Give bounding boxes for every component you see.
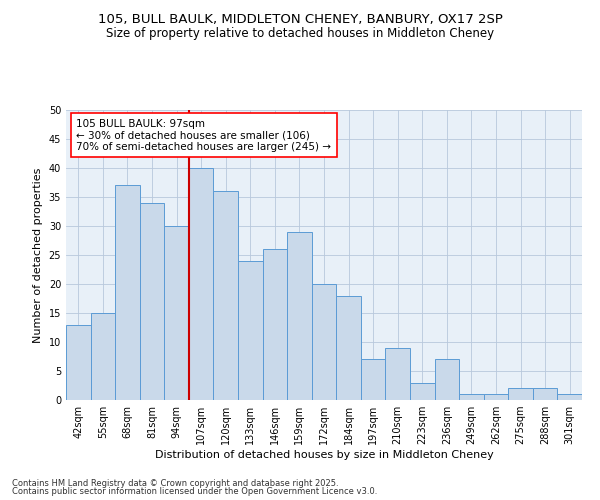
Text: 105 BULL BAULK: 97sqm
← 30% of detached houses are smaller (106)
70% of semi-det: 105 BULL BAULK: 97sqm ← 30% of detached … (76, 118, 331, 152)
Bar (287, 232, 312, 400)
Bar (140, 203, 164, 400)
Text: Contains HM Land Registry data © Crown copyright and database right 2025.: Contains HM Land Registry data © Crown c… (12, 478, 338, 488)
Bar (189, 168, 214, 400)
X-axis label: Distribution of detached houses by size in Middleton Cheney: Distribution of detached houses by size … (155, 450, 493, 460)
Y-axis label: Number of detached properties: Number of detached properties (33, 168, 43, 342)
Text: 105, BULL BAULK, MIDDLETON CHENEY, BANBURY, OX17 2SP: 105, BULL BAULK, MIDDLETON CHENEY, BANBU… (98, 12, 502, 26)
Bar (361, 360, 385, 400)
Bar (263, 249, 287, 400)
Bar (508, 388, 533, 400)
Bar (238, 261, 263, 400)
Bar (66, 324, 91, 400)
Text: Contains public sector information licensed under the Open Government Licence v3: Contains public sector information licen… (12, 487, 377, 496)
Bar (336, 296, 361, 400)
Bar (91, 313, 115, 400)
Bar (410, 382, 434, 400)
Bar (385, 348, 410, 400)
Bar (459, 394, 484, 400)
Bar (557, 394, 582, 400)
Bar (214, 191, 238, 400)
Bar (533, 388, 557, 400)
Text: Size of property relative to detached houses in Middleton Cheney: Size of property relative to detached ho… (106, 28, 494, 40)
Bar (484, 394, 508, 400)
Bar (164, 226, 189, 400)
Bar (312, 284, 336, 400)
Bar (434, 360, 459, 400)
Bar (115, 186, 140, 400)
